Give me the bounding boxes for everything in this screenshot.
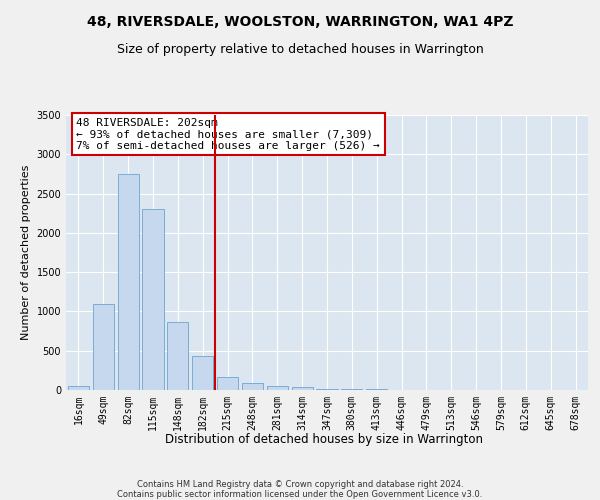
Y-axis label: Number of detached properties: Number of detached properties	[21, 165, 31, 340]
Bar	[217, 376, 238, 390]
Bar	[142, 210, 164, 390]
Bar	[292, 387, 313, 390]
Bar	[267, 386, 288, 390]
Bar	[341, 389, 362, 390]
Text: Size of property relative to detached houses in Warrington: Size of property relative to detached ho…	[116, 42, 484, 56]
Bar	[167, 322, 188, 390]
Text: 48, RIVERSDALE, WOOLSTON, WARRINGTON, WA1 4PZ: 48, RIVERSDALE, WOOLSTON, WARRINGTON, WA…	[87, 15, 513, 29]
Bar	[93, 304, 114, 390]
Text: Distribution of detached houses by size in Warrington: Distribution of detached houses by size …	[165, 432, 483, 446]
Text: 48 RIVERSDALE: 202sqm
← 93% of detached houses are smaller (7,309)
7% of semi-de: 48 RIVERSDALE: 202sqm ← 93% of detached …	[76, 118, 380, 151]
Bar	[242, 383, 263, 390]
Bar	[68, 386, 89, 390]
Bar	[192, 356, 213, 390]
Bar	[316, 389, 338, 390]
Bar	[118, 174, 139, 390]
Text: Contains HM Land Registry data © Crown copyright and database right 2024.
Contai: Contains HM Land Registry data © Crown c…	[118, 480, 482, 500]
